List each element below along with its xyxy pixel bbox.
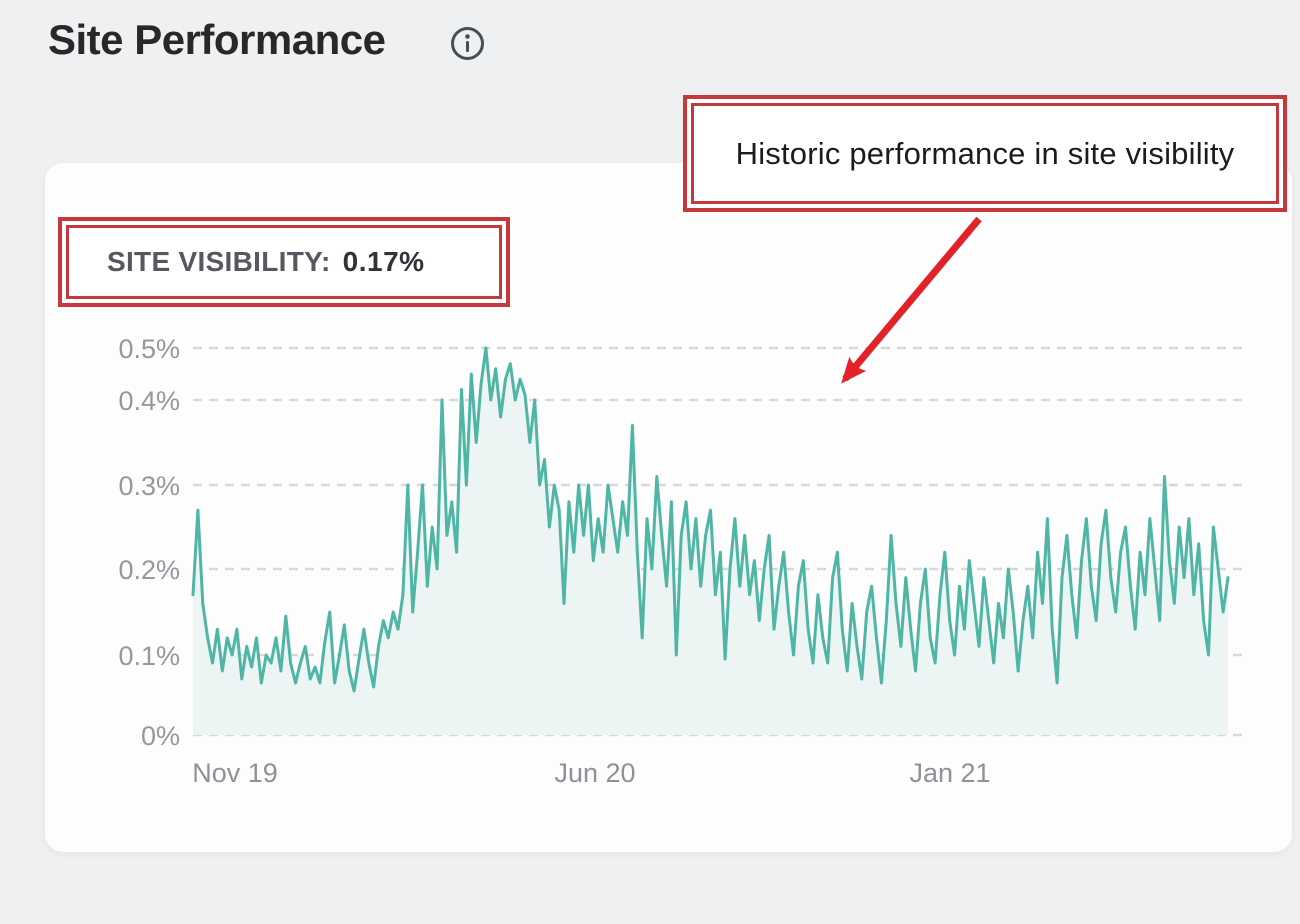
annotation-arrow-icon	[841, 216, 982, 384]
site-visibility-value: 0.17%	[342, 246, 425, 277]
site-visibility-label: SITE VISIBILITY:	[107, 246, 331, 277]
y-axis-label: 0.4%	[118, 386, 180, 416]
site-performance-card: SITE VISIBILITY: 0.17% 0% 0.1% 0.2% 0.3% 0.4…	[45, 163, 1292, 852]
y-axis-label: 0.3%	[118, 471, 180, 501]
visibility-chart[interactable]: 0% 0.1% 0.2% 0.3% 0.4% 0.5% Nov 19 Jun 20 Jan 21	[100, 335, 1290, 805]
annotation-box: Historic performance in site visibility	[683, 95, 1287, 212]
y-axis-label: 0.2%	[118, 555, 180, 585]
y-axis-label: 0%	[141, 721, 180, 751]
info-icon[interactable]	[449, 25, 486, 62]
area-fill	[193, 348, 1228, 735]
x-axis-label: Nov 19	[192, 758, 278, 788]
visibility-line	[191, 346, 1230, 693]
annotation-text: Historic performance in site visibility	[735, 135, 1235, 171]
y-axis-label: 0.5%	[118, 335, 180, 364]
x-axis-label: Jun 20	[554, 758, 635, 788]
x-axis-label: Jan 21	[909, 758, 990, 788]
site-visibility-badge: SITE VISIBILITY: 0.17%	[58, 217, 510, 307]
page-title: Site Performance	[48, 16, 386, 63]
y-axis-label: 0.1%	[118, 641, 180, 671]
